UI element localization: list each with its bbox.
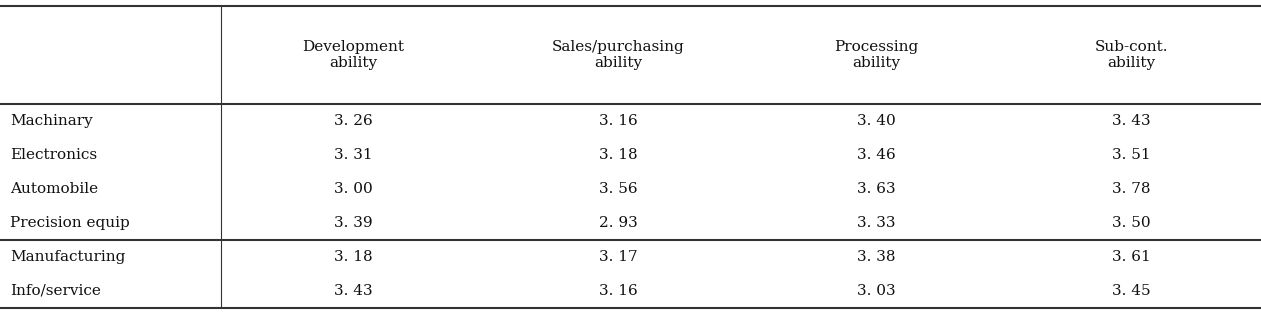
Text: 3. 78: 3. 78	[1112, 182, 1151, 196]
Text: 3. 45: 3. 45	[1112, 284, 1151, 298]
Text: Manufacturing: Manufacturing	[10, 250, 125, 264]
Text: Sub-cont.
ability: Sub-cont. ability	[1095, 40, 1169, 70]
Text: 3. 61: 3. 61	[1112, 250, 1151, 264]
Text: 3. 40: 3. 40	[857, 114, 895, 128]
Text: 3. 63: 3. 63	[857, 182, 895, 196]
Text: 2. 93: 2. 93	[599, 216, 637, 230]
Text: Machinary: Machinary	[10, 114, 93, 128]
Text: 3. 16: 3. 16	[599, 284, 637, 298]
Text: 3. 16: 3. 16	[599, 114, 637, 128]
Text: 3. 18: 3. 18	[334, 250, 372, 264]
Text: Precision equip: Precision equip	[10, 216, 130, 230]
Text: Info/service: Info/service	[10, 284, 101, 298]
Text: 3. 56: 3. 56	[599, 182, 637, 196]
Text: Processing
ability: Processing ability	[835, 40, 918, 70]
Text: 3. 43: 3. 43	[1112, 114, 1151, 128]
Text: 3. 26: 3. 26	[334, 114, 372, 128]
Text: 3. 00: 3. 00	[334, 182, 372, 196]
Text: Automobile: Automobile	[10, 182, 98, 196]
Text: Sales/purchasing
ability: Sales/purchasing ability	[551, 40, 685, 70]
Text: 3. 38: 3. 38	[857, 250, 895, 264]
Text: 3. 51: 3. 51	[1112, 148, 1151, 162]
Text: 3. 46: 3. 46	[857, 148, 895, 162]
Text: Development
ability: Development ability	[303, 40, 404, 70]
Text: 3. 43: 3. 43	[334, 284, 372, 298]
Text: 3. 33: 3. 33	[857, 216, 895, 230]
Text: 3. 50: 3. 50	[1112, 216, 1151, 230]
Text: 3. 31: 3. 31	[334, 148, 372, 162]
Text: 3. 03: 3. 03	[857, 284, 895, 298]
Text: Electronics: Electronics	[10, 148, 97, 162]
Text: 3. 17: 3. 17	[599, 250, 637, 264]
Text: 3. 18: 3. 18	[599, 148, 637, 162]
Text: 3. 39: 3. 39	[334, 216, 372, 230]
